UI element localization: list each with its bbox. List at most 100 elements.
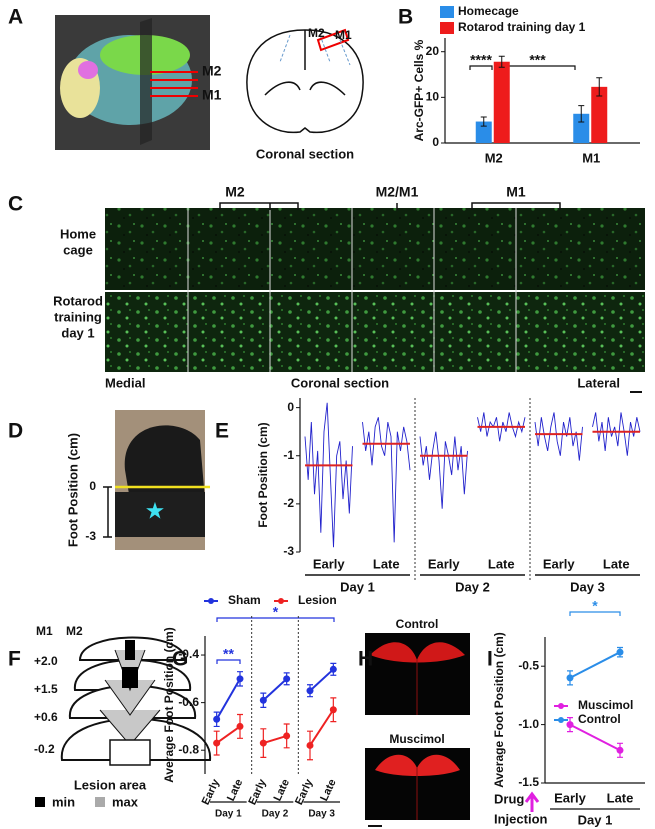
legend-label: Lesion (298, 593, 337, 607)
y-tick-label: -0.5 (518, 658, 539, 672)
panel-letter: D (8, 420, 23, 443)
significance-label: * (592, 598, 598, 614)
trace (477, 412, 526, 442)
x-tick-label: M2 (485, 150, 503, 165)
significance-label: * (273, 604, 279, 620)
y-tick-label: 10 (426, 90, 440, 104)
panel-letter: H (358, 648, 373, 671)
group-label: Day 3 (308, 809, 335, 820)
significance-bracket (569, 611, 621, 616)
series-line (263, 734, 287, 745)
coronal-outline (246, 28, 364, 134)
tick-label: 0 (89, 479, 96, 493)
label: Rotarod (53, 293, 103, 308)
legend-label: Rotarod training day 1 (458, 20, 586, 34)
label: Control (396, 617, 439, 631)
legend-dot (558, 717, 564, 723)
y-tick-label: -1.5 (518, 775, 539, 789)
label: Medial (105, 375, 145, 390)
label: day 1 (61, 325, 94, 340)
x-tick-label: Early (428, 556, 461, 571)
column-brackets (219, 202, 561, 210)
significance-label: *** (529, 52, 546, 68)
legend-swatch (95, 797, 105, 807)
legend-swatch (440, 22, 454, 34)
legend-swatch (35, 797, 45, 807)
group-label: Day 2 (262, 809, 289, 820)
point (283, 675, 291, 683)
legend-dot (208, 598, 214, 604)
label: M2 (202, 63, 222, 79)
label: M1 (36, 624, 53, 638)
error-bar (596, 77, 603, 97)
point (329, 665, 337, 673)
point (616, 648, 624, 656)
panel-letter: A (8, 6, 23, 29)
x-tick-label: Early (543, 556, 576, 571)
point (259, 696, 267, 704)
label: Coronal section (291, 375, 389, 390)
lesion-sections (60, 636, 212, 766)
trace (362, 417, 411, 543)
label: +1.5 (34, 682, 58, 696)
y-tick-label: 20 (426, 44, 440, 58)
injection-arrow (524, 791, 540, 812)
micrograph-rotarod (105, 292, 645, 372)
y-axis-label: Arc-GFP+ Cells % (412, 39, 426, 141)
bar (591, 86, 608, 143)
legend-label: min (52, 794, 75, 809)
legend-label: Sham (228, 593, 261, 607)
significance-label: **** (470, 52, 492, 68)
panel-letter: F (8, 648, 21, 671)
legend-dot (558, 703, 564, 709)
x-tick-label: M1 (582, 150, 600, 165)
panel-letter: E (215, 420, 229, 443)
series-line (262, 678, 288, 701)
point (329, 706, 337, 714)
error-bar (480, 116, 487, 127)
y-tick-label: -0.6 (178, 695, 199, 709)
legend-label: max (112, 794, 139, 809)
label: M1 (506, 184, 526, 200)
trace (419, 431, 468, 509)
series-line (215, 678, 241, 720)
trace (592, 412, 641, 456)
y-axis-label: Average Foot Position (cm) (492, 632, 506, 788)
label: M1 (202, 87, 222, 103)
label: M2 (225, 184, 245, 200)
point (306, 687, 314, 695)
bar (573, 113, 590, 143)
group-label: Day 3 (570, 579, 605, 594)
x-tick-label: Late (607, 790, 634, 805)
y-tick-label: -0.8 (178, 742, 199, 756)
significance-bracket (469, 65, 493, 70)
error-bar (498, 55, 505, 68)
bar (475, 121, 492, 143)
group-label: Day 2 (455, 579, 490, 594)
panel-letter: I (487, 648, 493, 671)
tick-label: -3 (85, 529, 96, 543)
series-line (569, 723, 621, 752)
error-bar (578, 105, 585, 123)
label: M2 (66, 624, 83, 638)
label: +2.0 (34, 654, 58, 668)
label: Lateral (577, 375, 620, 390)
legend-label: Muscimol (578, 698, 633, 712)
y-tick-label: 0 (287, 400, 294, 414)
trace (304, 402, 353, 548)
label: Foot Position (cm) (65, 433, 80, 547)
point (566, 721, 574, 729)
series-line (216, 725, 241, 744)
label: Muscimol (389, 732, 444, 746)
series-line (569, 651, 621, 679)
label: Coronal section (256, 146, 354, 161)
y-tick-label: -1 (283, 448, 294, 462)
legend-label: Homecage (458, 4, 519, 18)
series-line (309, 709, 335, 746)
label: M1 (335, 28, 352, 42)
drug-label: Injection (494, 811, 548, 826)
y-tick-label: -0.4 (178, 647, 199, 661)
significance-bracket (216, 659, 241, 664)
star-marker: ★ (146, 500, 164, 522)
point (236, 675, 244, 683)
